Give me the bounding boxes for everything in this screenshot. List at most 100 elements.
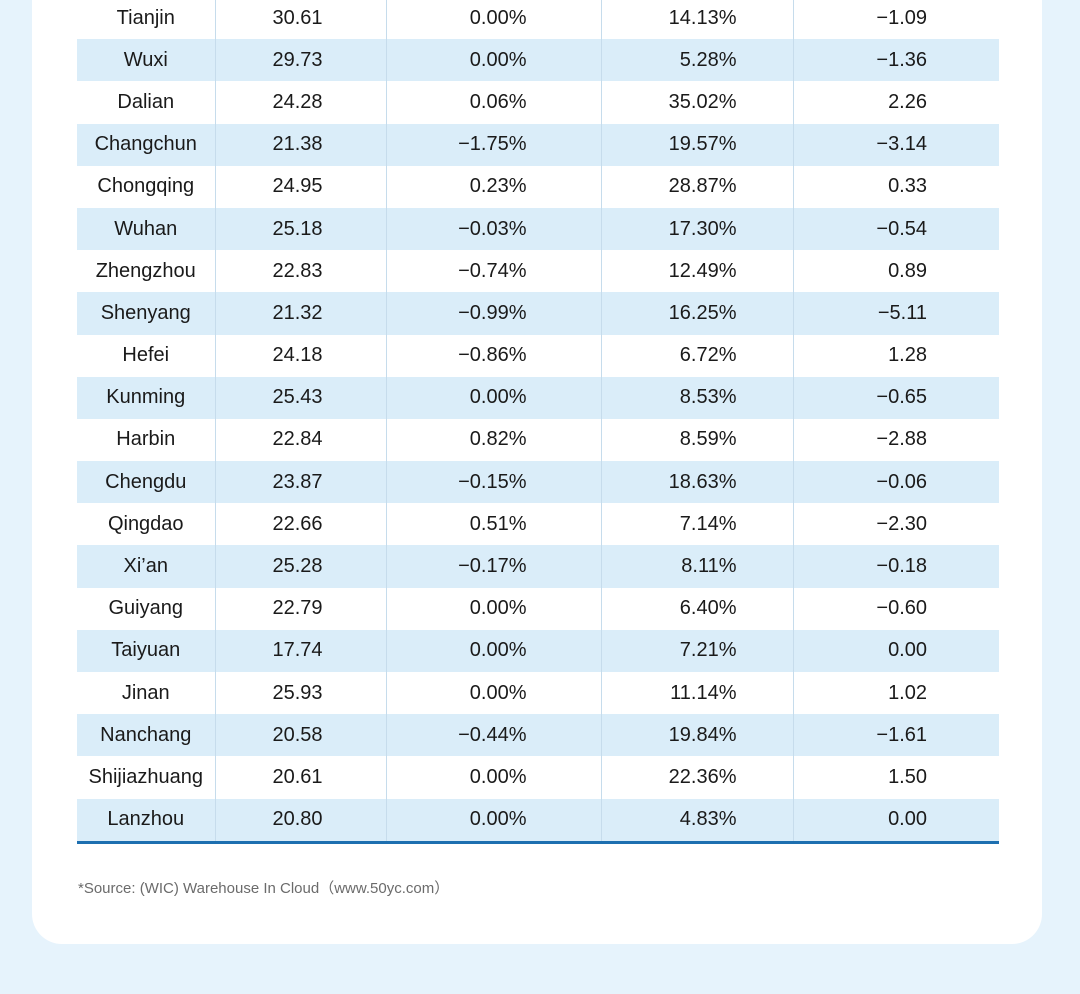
data-table: Tianjin 30.61 0.00% 14.13% −1.09 Wuxi 29.73 0.0… [77, 0, 999, 841]
value-cell: −0.65 [876, 386, 927, 409]
value-cell: 24.18 [215, 334, 387, 377]
value-cell: 25.28 [215, 545, 387, 588]
value-cell: 0.00% [386, 376, 602, 419]
value-cell: 19.57% [601, 123, 794, 166]
table-bottom-rule [77, 840, 999, 844]
value-cell: −0.74% [386, 250, 602, 293]
city-cell: Tianjin [77, 0, 216, 40]
value-cell: 2.26 [888, 90, 927, 113]
city-cell: Zhengzhou [77, 250, 216, 293]
value-cell: 24.95 [215, 165, 387, 208]
value-cell: 23.87 [215, 461, 387, 504]
city-cell: Hefei [77, 334, 216, 377]
table-row: Shenyang 21.32 −0.99% 16.25% −5.11 [77, 292, 999, 335]
table-row: Shijiazhuang 20.61 0.00% 22.36% 1.50 [77, 756, 999, 799]
value-cell: 0.00 [888, 808, 927, 831]
value-cell: −0.15% [386, 461, 602, 504]
value-cell: 0.06% [386, 81, 602, 124]
value-cell: 1.28 [888, 344, 927, 367]
value-cell: 6.72% [601, 334, 794, 377]
value-cell: −0.17% [386, 545, 602, 588]
value-cell: 0.00% [386, 672, 602, 715]
value-cell: 6.40% [601, 587, 794, 630]
table-row: Changchun 21.38 −1.75% 19.57% −3.14 [77, 123, 999, 166]
table-body: Tianjin 30.61 0.00% 14.13% −1.09 Wuxi 29.73 0.0… [77, 0, 999, 841]
city-cell: Wuxi [77, 39, 216, 82]
value-cell: 0.00 [888, 639, 927, 662]
value-cell: 19.84% [601, 714, 794, 757]
value-cell: −0.44% [386, 714, 602, 757]
city-cell: Taiyuan [77, 629, 216, 672]
value-cell: 0.00% [386, 39, 602, 82]
city-cell: Qingdao [77, 503, 216, 546]
value-cell: 22.83 [215, 250, 387, 293]
value-cell: 0.89 [888, 259, 927, 282]
value-cell: 0.82% [386, 418, 602, 462]
table-row: Nanchang 20.58 −0.44% 19.84% −1.61 [77, 714, 999, 757]
value-cell: −0.18 [876, 555, 927, 578]
table-row: Kunming 25.43 0.00% 8.53% −0.65 [77, 376, 999, 419]
value-cell: 20.80 [215, 798, 387, 841]
value-cell: 0.33 [888, 175, 927, 198]
value-cell: 25.43 [215, 376, 387, 419]
table-row: Chongqing 24.95 0.23% 28.87% 0.33 [77, 165, 999, 208]
value-cell: 8.59% [601, 418, 794, 462]
city-cell: Lanzhou [77, 798, 216, 841]
value-cell: 0.51% [386, 503, 602, 546]
price-table: Tianjin 30.61 0.00% 14.13% −1.09 Wuxi 29.73 0.0… [77, 0, 999, 844]
value-cell: 20.61 [215, 756, 387, 799]
value-cell: 0.00% [386, 756, 602, 799]
value-cell: −0.54 [876, 217, 927, 240]
city-cell: Shijiazhuang [77, 756, 216, 799]
source-note: *Source: (WIC) Warehouse In Cloud（www.50… [78, 880, 450, 897]
value-cell: 22.79 [215, 587, 387, 630]
value-cell: −1.09 [876, 6, 927, 29]
value-cell: −1.61 [876, 723, 927, 746]
value-cell: 21.32 [215, 292, 387, 335]
value-cell: 24.28 [215, 81, 387, 124]
table-row: Hefei 24.18 −0.86% 6.72% 1.28 [77, 334, 999, 377]
value-cell: −0.06 [876, 470, 927, 493]
table-row: Jinan 25.93 0.00% 11.14% 1.02 [77, 672, 999, 715]
value-cell: −1.75% [386, 123, 602, 166]
table-row: Wuhan 25.18 −0.03% 17.30% −0.54 [77, 207, 999, 251]
value-cell: 1.50 [888, 765, 927, 788]
city-cell: Harbin [77, 418, 216, 462]
value-cell: 11.14% [601, 672, 794, 715]
value-cell: 0.23% [386, 165, 602, 208]
value-cell: 17.30% [601, 207, 794, 251]
table-row: Dalian 24.28 0.06% 35.02% 2.26 [77, 81, 999, 124]
value-cell: 5.28% [601, 39, 794, 82]
value-cell: 0.00% [386, 587, 602, 630]
city-cell: Shenyang [77, 292, 216, 335]
value-cell: 22.66 [215, 503, 387, 546]
table-row: Chengdu 23.87 −0.15% 18.63% −0.06 [77, 461, 999, 504]
value-cell: 8.11% [601, 545, 794, 588]
city-cell: Changchun [77, 123, 216, 166]
value-cell: 0.00% [386, 798, 602, 841]
value-cell: 28.87% [601, 165, 794, 208]
city-cell: Jinan [77, 672, 216, 715]
value-cell: 14.13% [601, 0, 794, 40]
value-cell: −1.36 [876, 48, 927, 71]
value-cell: 17.74 [215, 629, 387, 672]
city-cell: Nanchang [77, 714, 216, 757]
city-cell: Kunming [77, 376, 216, 419]
value-cell: 29.73 [215, 39, 387, 82]
value-cell: −3.14 [876, 133, 927, 156]
value-cell: 7.21% [601, 629, 794, 672]
value-cell: −0.03% [386, 207, 602, 251]
value-cell: −5.11 [877, 301, 927, 324]
table-row: Zhengzhou 22.83 −0.74% 12.49% 0.89 [77, 250, 999, 293]
city-cell: Xi’an [77, 545, 216, 588]
table-row: Taiyuan 17.74 0.00% 7.21% 0.00 [77, 629, 999, 672]
value-cell: 12.49% [601, 250, 794, 293]
city-cell: Wuhan [77, 207, 216, 251]
value-cell: −2.30 [876, 512, 927, 535]
table-row: Lanzhou 20.80 0.00% 4.83% 0.00 [77, 798, 999, 841]
value-cell: 20.58 [215, 714, 387, 757]
table-row: Wuxi 29.73 0.00% 5.28% −1.36 [77, 39, 999, 82]
table-row: Tianjin 30.61 0.00% 14.13% −1.09 [77, 0, 999, 40]
value-cell: 35.02% [601, 81, 794, 124]
value-cell: 16.25% [601, 292, 794, 335]
